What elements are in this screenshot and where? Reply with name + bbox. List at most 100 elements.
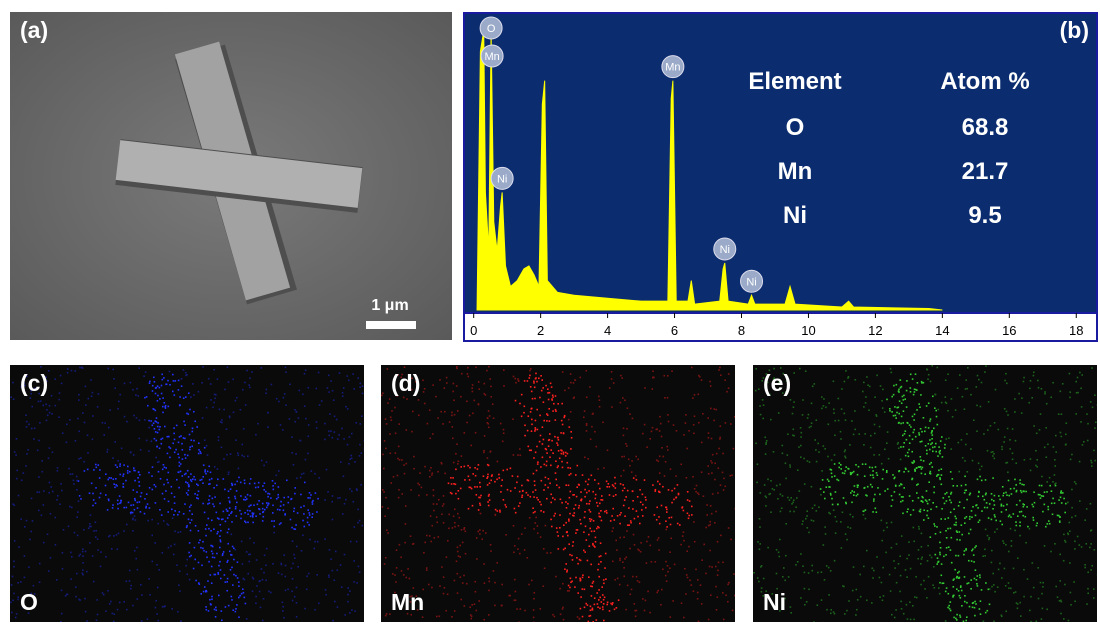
signal-dot [51,413,53,415]
signal-dot [680,544,682,546]
signal-dot [457,513,459,515]
signal-dot [552,410,554,412]
signal-dot [884,490,886,492]
signal-dot [584,410,586,412]
signal-dot [582,577,584,579]
signal-dot [806,510,808,512]
table-cell: 21.7 [962,158,1009,185]
signal-dot [941,563,943,565]
signal-dot [344,614,346,616]
signal-dot [1065,434,1067,436]
signal-dot [224,489,226,491]
signal-dot [567,535,569,537]
signal-dot [575,379,577,381]
signal-dot [331,501,333,503]
signal-dot [155,393,157,395]
signal-dot [59,399,61,401]
signal-dot [444,473,446,475]
signal-dot [109,409,111,411]
x-tick-label: 10 [801,323,815,338]
signal-dot [184,503,186,505]
signal-dot [661,447,663,449]
signal-dot [73,483,75,485]
signal-dot [168,406,170,408]
signal-dot [1051,490,1053,492]
signal-dot [1033,587,1035,589]
signal-dot [593,520,595,522]
signal-dot [929,439,931,441]
signal-dot [296,587,298,589]
signal-dot [573,508,575,510]
signal-dot [677,523,679,525]
signal-dot [629,413,631,415]
signal-dot [614,609,616,611]
signal-dot [992,573,994,575]
signal-dot [921,441,923,443]
signal-dot [447,540,449,542]
signal-dot [84,598,86,600]
signal-dot [933,523,935,525]
signal-dot [964,492,966,494]
signal-dot [398,446,400,448]
signal-dot [723,619,725,621]
signal-dot [202,503,204,505]
signal-dot [900,387,902,389]
signal-dot [913,541,915,543]
signal-dot [964,550,966,552]
signal-dot [303,505,305,507]
signal-dot [458,498,460,500]
signal-dot [490,550,492,552]
signal-dot [711,462,713,464]
signal-dot [161,393,163,395]
signal-dot [245,496,247,498]
signal-dot [708,432,710,434]
signal-dot [446,377,448,379]
signal-dot [611,515,613,517]
signal-dot [181,385,183,387]
signal-dot [1021,484,1023,486]
signal-dot [966,388,968,390]
signal-dot [882,567,884,569]
signal-dot [977,575,979,577]
signal-dot [227,517,229,519]
signal-dot [18,495,20,497]
signal-dot [499,511,501,513]
signal-dot [979,577,981,579]
signal-dot [1061,502,1063,504]
signal-dot [533,496,535,498]
signal-dot [328,431,330,433]
signal-dot [503,429,505,431]
signal-dot [433,510,435,512]
signal-dot [697,579,699,581]
signal-dot [1008,587,1010,589]
signal-dot [604,511,606,513]
signal-dot [1029,610,1031,612]
signal-dot [258,500,260,502]
signal-dot [290,499,292,501]
signal-dot [114,487,116,489]
signal-dot [888,458,890,460]
signal-dot [505,506,507,508]
signal-dot [283,397,285,399]
signal-dot [1039,429,1041,431]
signal-dot [868,409,870,411]
signal-dot [51,395,53,397]
signal-dot [458,461,460,463]
signal-dot [782,453,784,455]
signal-dot [783,567,785,569]
signal-dot [935,554,937,556]
signal-dot [1042,586,1044,588]
signal-dot [210,574,212,576]
signal-dot [725,486,727,488]
signal-dot [134,515,136,517]
signal-dot [255,603,257,605]
signal-dot [474,467,476,469]
signal-dot [1013,592,1015,594]
signal-dot [305,459,307,461]
signal-dot [386,529,388,531]
signal-dot [979,574,981,576]
signal-dot [47,534,49,536]
signal-dot [657,590,659,592]
signal-dot [155,486,157,488]
signal-dot [782,495,784,497]
